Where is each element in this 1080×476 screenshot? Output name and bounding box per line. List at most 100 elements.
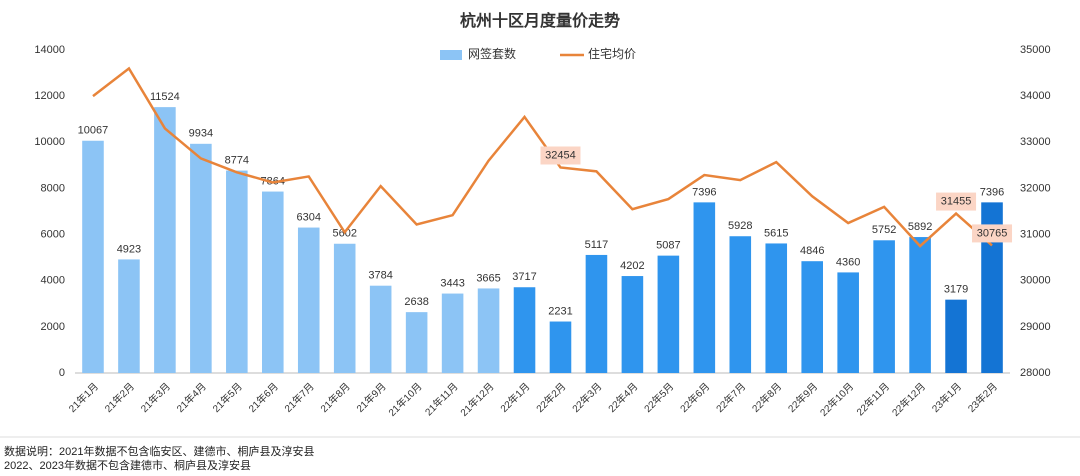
bar [118, 259, 140, 373]
bar [441, 293, 464, 373]
bar-label: 5752 [872, 224, 896, 236]
bar-label: 6304 [297, 211, 321, 223]
bar-label: 5615 [764, 227, 788, 239]
x-tick-label: 22年4月 [605, 380, 640, 415]
y2-tick-label: 28000 [1020, 367, 1051, 379]
x-tick-label: 21年9月 [354, 380, 389, 415]
bar [873, 240, 895, 373]
bar-label: 4360 [836, 256, 860, 268]
x-tick-label: 21年3月 [138, 380, 173, 415]
y-tick-label: 12000 [34, 90, 65, 102]
y-tick-label: 6000 [41, 228, 65, 240]
x-tick-label: 22年5月 [641, 380, 676, 415]
x-tick-label: 22年12月 [889, 380, 928, 419]
chart-title: 杭州十区月度量价走势 [460, 11, 620, 30]
y2-tick-label: 33000 [1020, 136, 1051, 148]
y-tick-label: 10000 [34, 136, 65, 148]
x-tick-label: 21年8月 [318, 380, 353, 415]
x-tick-label: 21年12月 [457, 380, 496, 419]
bar [945, 299, 967, 373]
bar [693, 202, 716, 373]
bar-label: 9934 [189, 128, 213, 140]
legend-swatch [440, 50, 462, 60]
legend-label: 住宅均价 [588, 46, 636, 61]
bar-label: 4846 [800, 245, 824, 257]
bar [621, 276, 644, 373]
y-tick-label: 2000 [41, 321, 65, 333]
x-tick-label: 22年1月 [497, 380, 532, 415]
line-label: 32454 [545, 149, 576, 161]
line-label-box [540, 146, 581, 165]
y-tick-label: 4000 [41, 275, 65, 287]
x-tick-label: 22年10月 [817, 380, 856, 419]
bar [154, 107, 176, 374]
bar [226, 170, 248, 373]
y2-tick-label: 29000 [1020, 321, 1051, 333]
bar [909, 237, 931, 373]
x-tick-label: 21年5月 [210, 380, 245, 415]
x-tick-label: 21年2月 [102, 380, 137, 415]
bar-label: 5117 [585, 239, 609, 251]
x-tick-label: 23年2月 [965, 380, 1000, 415]
bar [765, 243, 788, 373]
y2-tick-label: 35000 [1020, 44, 1051, 56]
x-tick-label: 21年11月 [422, 380, 461, 419]
note: 数据说明：2021年数据不包含临安区、建德市、桐庐县及淳安县 [4, 444, 314, 458]
x-tick-label: 21年6月 [246, 380, 281, 415]
bar [549, 321, 572, 373]
x-tick-label: 21年7月 [282, 380, 317, 415]
bar-label: 4202 [620, 260, 644, 272]
y2-tick-label: 32000 [1020, 182, 1051, 194]
x-tick-label: 21年4月 [174, 380, 209, 415]
x-tick-label: 22年3月 [569, 380, 604, 415]
bar [82, 140, 104, 373]
y-tick-label: 8000 [41, 182, 65, 194]
bar [297, 227, 320, 373]
bar [729, 236, 752, 373]
bar [333, 243, 356, 373]
x-tick-label: 21年10月 [386, 380, 425, 419]
line-label: 30765 [977, 227, 1008, 239]
bar-label: 5928 [728, 220, 752, 232]
bar-label: 2638 [404, 296, 428, 308]
x-tick-label: 21年1月 [66, 380, 101, 415]
bar-label: 11524 [150, 91, 180, 103]
bar-label: 5087 [656, 240, 680, 252]
bar [801, 261, 823, 373]
x-tick-label: 22年6月 [677, 380, 712, 415]
bar [657, 255, 680, 373]
x-tick-label: 23年1月 [929, 380, 964, 415]
bar-label: 3784 [368, 270, 392, 282]
bar [190, 143, 212, 373]
bar-label: 8774 [225, 154, 249, 166]
bar [477, 288, 500, 373]
x-tick-label: 22年2月 [533, 380, 568, 415]
bar [837, 272, 859, 373]
bar [405, 312, 428, 373]
bar [981, 202, 1003, 373]
line-label-box [972, 224, 1013, 243]
x-tick-label: 22年8月 [749, 380, 784, 415]
x-tick-label: 22年7月 [713, 380, 748, 415]
line [92, 66, 993, 248]
bar-label: 3179 [944, 284, 968, 296]
legend-label: 网签套数 [468, 46, 516, 61]
bar [513, 287, 536, 373]
bar-label: 4923 [117, 243, 141, 255]
bar-label: 3443 [440, 277, 464, 289]
note: 2022、2023年数据不包含建德市、桐庐县及淳安县 [4, 458, 251, 472]
bar [262, 191, 284, 373]
bar [369, 285, 392, 373]
y-tick-label: 0 [59, 367, 65, 379]
x-tick-label: 22年9月 [785, 380, 820, 415]
bar-label: 2231 [548, 305, 572, 317]
bar-label: 7396 [980, 186, 1004, 198]
bar-label: 10067 [78, 125, 109, 137]
bar [585, 254, 608, 373]
line-label: 31455 [941, 195, 972, 207]
y2-tick-label: 30000 [1020, 275, 1051, 287]
bar-label: 3717 [512, 271, 536, 283]
bar-label: 3665 [476, 272, 500, 284]
y2-tick-label: 31000 [1020, 228, 1051, 240]
